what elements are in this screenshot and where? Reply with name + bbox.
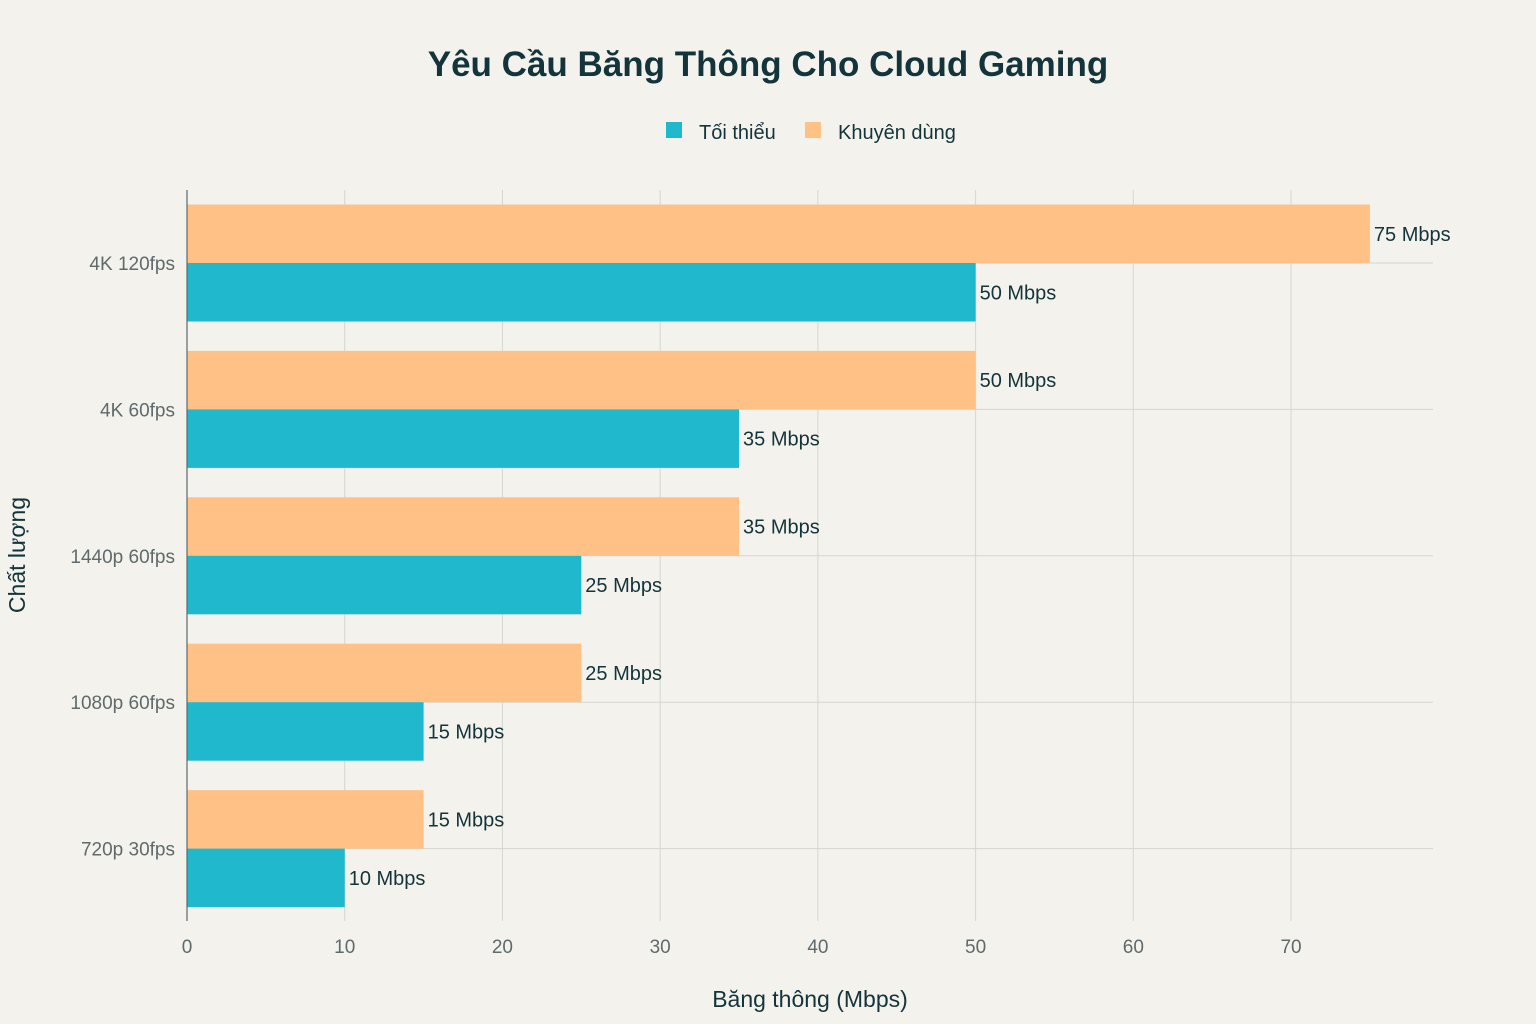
bar-recommended-720p-30fps	[187, 790, 424, 849]
x-tick-label-10: 10	[334, 937, 355, 958]
data-label-minimum-720p-30fps: 10 Mbps	[349, 868, 426, 890]
bar-minimum-1080p-60fps	[187, 702, 424, 761]
data-label-minimum-4k-120fps: 50 Mbps	[980, 282, 1057, 304]
bar-minimum-4k-120fps	[187, 263, 976, 322]
legend-swatch-recommended	[805, 122, 821, 138]
bar-recommended-4k-120fps	[187, 204, 1370, 263]
x-axis-ticks: 0 10 20 30 40 50 60 70	[182, 937, 1302, 958]
data-label-minimum-1080p-60fps: 15 Mbps	[428, 721, 505, 743]
x-tick-label-40: 40	[807, 937, 828, 958]
x-tick-label-70: 70	[1280, 937, 1301, 958]
data-label-recommended-1080p-60fps: 25 Mbps	[585, 663, 662, 685]
y-tick-label-4k-120fps: 4K 120fps	[89, 254, 175, 275]
x-tick-label-50: 50	[965, 937, 986, 958]
x-axis-title: Băng thông (Mbps)	[712, 986, 908, 1012]
y-tick-label-1080p-60fps: 1080p 60fps	[70, 693, 175, 714]
data-label-recommended-4k-60fps: 50 Mbps	[980, 370, 1057, 392]
y-tick-label-1440p-60fps: 1440p 60fps	[70, 547, 175, 568]
bar-minimum-720p-30fps	[187, 848, 345, 908]
bar-recommended-1440p-60fps	[187, 497, 740, 556]
legend-swatch-minimum	[666, 122, 682, 138]
y-axis-title: Chất lượng	[4, 497, 30, 613]
legend-label-minimum: Tối thiểu	[699, 122, 776, 144]
bar-recommended-4k-60fps	[187, 350, 976, 410]
chart-title: Yêu Cầu Băng Thông Cho Cloud Gaming	[428, 45, 1109, 84]
data-label-minimum-4k-60fps: 35 Mbps	[743, 429, 820, 451]
data-label-recommended-4k-120fps: 75 Mbps	[1374, 224, 1451, 246]
legend-label-recommended: Khuyên dùng	[838, 122, 956, 144]
bar-minimum-1440p-60fps	[187, 555, 582, 615]
data-labels-group: 75 Mbps 50 Mbps 50 Mbps 35 Mbps 35 Mbps 25 Mb…	[349, 224, 1451, 890]
x-tick-label-0: 0	[182, 937, 193, 958]
y-tick-label-4k-60fps: 4K 60fps	[100, 400, 175, 421]
y-axis-ticks: 4K 120fps 4K 60fps 1440p 60fps 1080p 60fps 7…	[70, 190, 188, 921]
bar-recommended-1080p-60fps	[187, 643, 582, 703]
chart-legend: Tối thiểu Khuyên dùng	[666, 122, 956, 144]
x-tick-label-30: 30	[650, 937, 671, 958]
x-tick-label-20: 20	[492, 937, 513, 958]
x-tick-label-60: 60	[1123, 937, 1144, 958]
y-tick-label-720p-30fps: 720p 30fps	[81, 840, 175, 861]
data-label-recommended-1440p-60fps: 35 Mbps	[743, 517, 820, 539]
data-label-recommended-720p-30fps: 15 Mbps	[428, 809, 505, 831]
bars-group	[187, 204, 1370, 908]
bar-minimum-4k-60fps	[187, 409, 740, 468]
data-label-minimum-1440p-60fps: 25 Mbps	[585, 575, 662, 597]
